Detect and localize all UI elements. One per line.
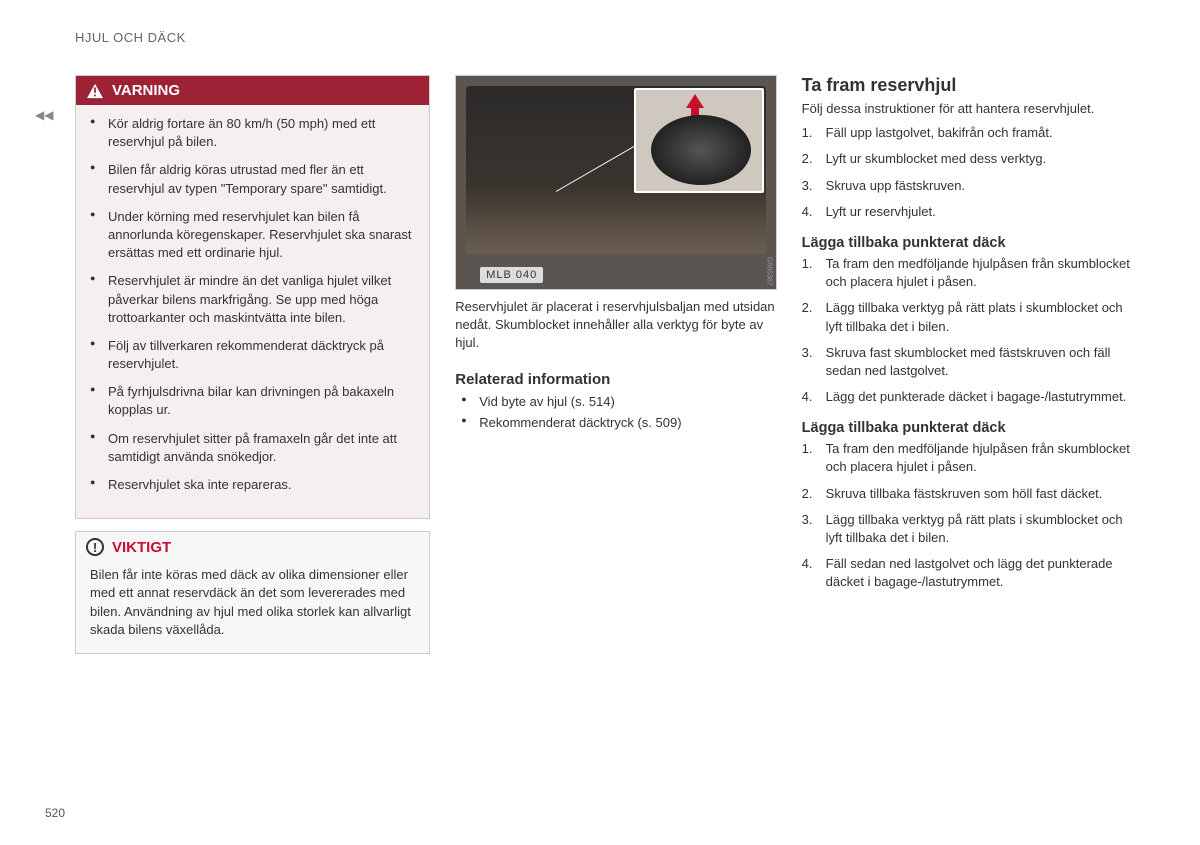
- important-header: ! VIKTIGT: [76, 532, 429, 562]
- important-box: ! VIKTIGT Bilen får inte köras med däck …: [75, 531, 430, 654]
- content-columns: VARNING Kör aldrig fortare än 80 km/h (5…: [75, 75, 1140, 654]
- figure-up-arrow-icon: [686, 94, 704, 108]
- step-item: Lägg tillbaka verktyg på rätt plats i sk…: [802, 511, 1140, 547]
- step-item: Fäll sedan ned lastgolvet och lägg det p…: [802, 555, 1140, 591]
- step-item: Skruva fast skumblocket med fästskruven …: [802, 344, 1140, 380]
- figure-license-plate: MLB 040: [480, 267, 543, 283]
- column-2: MLB 040 G065387 Reservhjulet är placerat…: [455, 75, 776, 654]
- warning-item: På fyrhjulsdrivna bilar kan drivningen p…: [90, 383, 415, 419]
- step-item: Ta fram den medföljande hjulpåsen från s…: [802, 440, 1140, 476]
- figure-spare-wheel: MLB 040 G065387: [455, 75, 776, 290]
- step-item: Lyft ur skumblocket med dess verktyg.: [802, 150, 1140, 168]
- steps-replace-1: Ta fram den medföljande hjulpåsen från s…: [802, 255, 1140, 406]
- related-item: Vid byte av hjul (s. 514): [455, 394, 776, 409]
- warning-body: Kör aldrig fortare än 80 km/h (50 mph) m…: [76, 105, 429, 518]
- page-header: HJUL OCH DÄCK: [75, 30, 1140, 45]
- warning-item: Reservhjulet är mindre än det vanliga hj…: [90, 272, 415, 327]
- step-item: Lägg det punkterade däcket i bagage-/las…: [802, 388, 1140, 406]
- subsection-1-title: Lägga tillbaka punkterat däck: [802, 235, 1140, 251]
- step-item: Fäll upp lastgolvet, bakifrån och framåt…: [802, 124, 1140, 142]
- steps-replace-2: Ta fram den medföljande hjulpåsen från s…: [802, 440, 1140, 591]
- figure-inset: [634, 88, 764, 193]
- step-item: Lyft ur reservhjulet.: [802, 203, 1140, 221]
- important-title: VIKTIGT: [112, 539, 171, 556]
- figure-tire-icon: [651, 115, 751, 185]
- step-item: Ta fram den medföljande hjulpåsen från s…: [802, 255, 1140, 291]
- step-item: Skruva tillbaka fästskruven som höll fas…: [802, 485, 1140, 503]
- important-icon: !: [86, 538, 104, 556]
- related-item: Rekommenderat däcktryck (s. 509): [455, 415, 776, 430]
- column-1: VARNING Kör aldrig fortare än 80 km/h (5…: [75, 75, 430, 654]
- figure-ref-code: G065387: [766, 257, 773, 286]
- warning-box: VARNING Kör aldrig fortare än 80 km/h (5…: [75, 75, 430, 519]
- warning-item: Om reservhjulet sitter på framaxeln går …: [90, 430, 415, 466]
- warning-item: Kör aldrig fortare än 80 km/h (50 mph) m…: [90, 115, 415, 151]
- section-intro: Följ dessa instruktioner för att hantera…: [802, 100, 1140, 118]
- subsection-2-title: Lägga tillbaka punkterat däck: [802, 420, 1140, 436]
- section-heading: Ta fram reservhjul: [802, 75, 1140, 96]
- step-item: Skruva upp fästskruven.: [802, 177, 1140, 195]
- page-number: 520: [45, 806, 65, 820]
- prev-page-arrows: ◀◀: [35, 108, 53, 122]
- warning-item: Under körning med reservhjulet kan bilen…: [90, 208, 415, 263]
- important-body: Bilen får inte köras med däck av olika d…: [76, 562, 429, 653]
- steps-remove: Fäll upp lastgolvet, bakifrån och framåt…: [802, 124, 1140, 221]
- warning-item: Bilen får aldrig köras utrustad med fler…: [90, 161, 415, 197]
- step-item: Lägg tillbaka verktyg på rätt plats i sk…: [802, 299, 1140, 335]
- warning-title: VARNING: [112, 82, 180, 99]
- figure-caption: Reservhjulet är placerat i reservhjulsba…: [455, 298, 776, 353]
- related-info-title: Relaterad information: [455, 371, 776, 388]
- warning-item: Följ av tillverkaren rekommenderat däckt…: [90, 337, 415, 373]
- warning-item: Reservhjulet ska inte repareras.: [90, 476, 415, 494]
- column-3: Ta fram reservhjul Följ dessa instruktio…: [802, 75, 1140, 654]
- warning-triangle-icon: [86, 83, 104, 99]
- warning-header: VARNING: [76, 76, 429, 105]
- related-info-list: Vid byte av hjul (s. 514) Rekommenderat …: [455, 394, 776, 430]
